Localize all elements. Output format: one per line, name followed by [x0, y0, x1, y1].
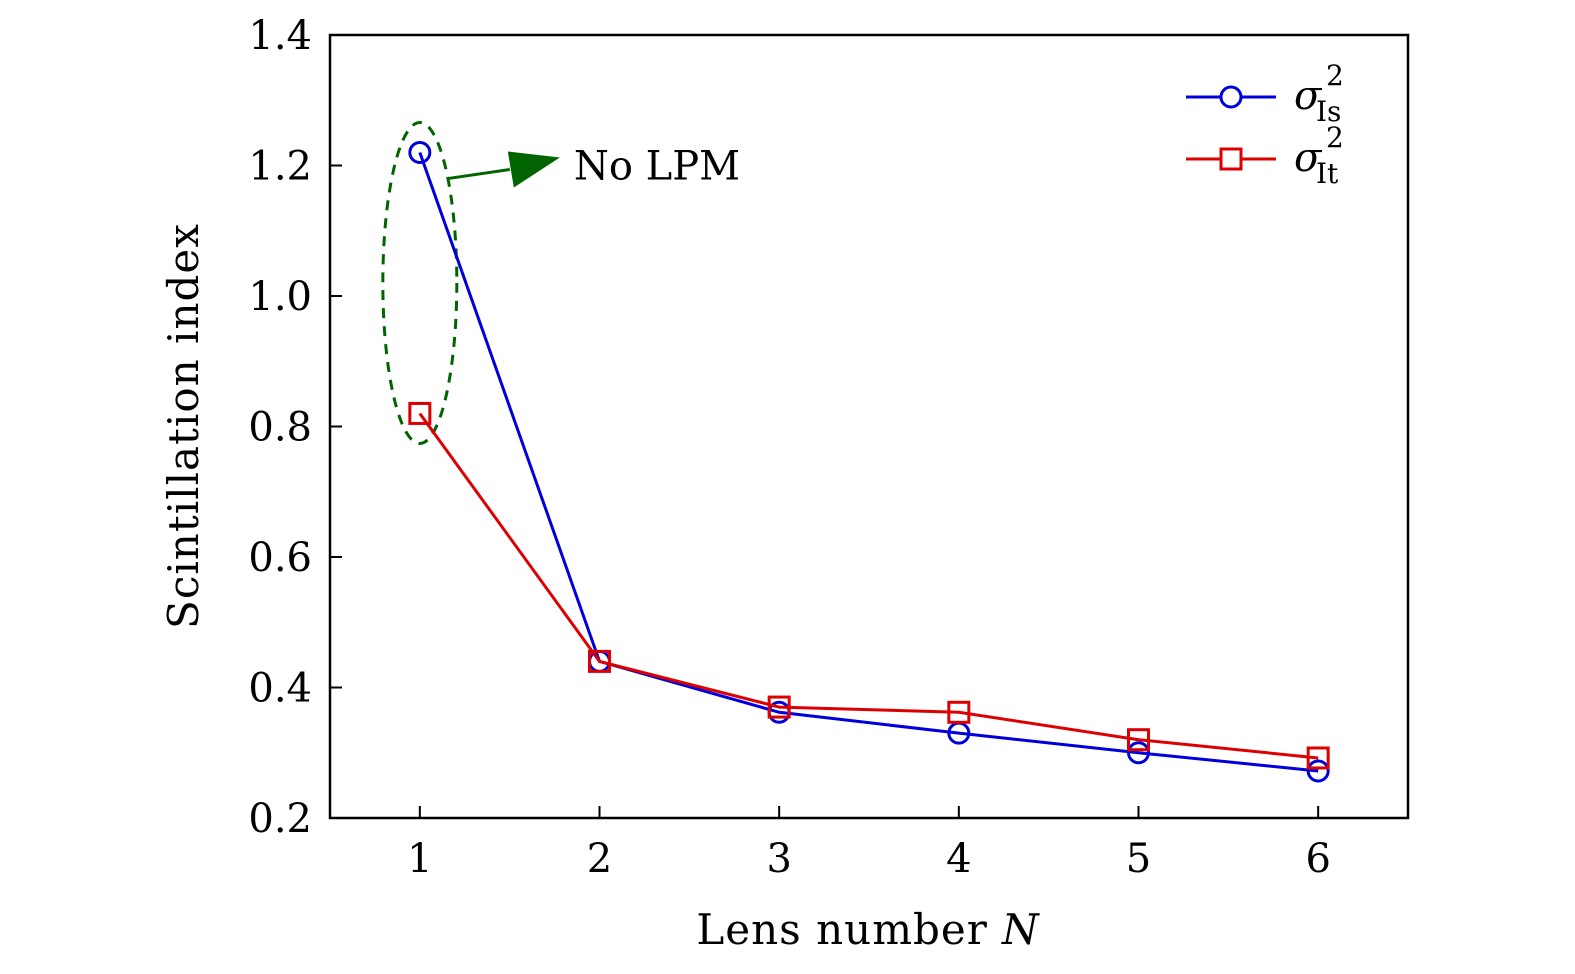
y-axis-title: Scintillation index — [159, 223, 208, 629]
y-tick-label: 0.2 — [248, 796, 312, 842]
series-line — [418, 412, 1319, 760]
annotation-label: No LPM — [574, 144, 740, 190]
data-point-square — [947, 700, 971, 724]
data-point-square — [588, 649, 611, 673]
legend-entry-1: σ 2 Is — [1186, 59, 1344, 128]
legend-subscript: It — [1316, 157, 1339, 190]
legend-superscript: 2 — [1326, 59, 1344, 92]
y-tick-label: 1.4 — [248, 13, 312, 59]
x-axis-title: Lens number N — [696, 905, 1039, 954]
x-axis-title-variable: N — [1001, 905, 1040, 954]
y-tick-label: 0.4 — [248, 666, 312, 712]
series-1 — [408, 140, 1330, 783]
legend-label: σ 2 Is — [1294, 59, 1344, 128]
data-point-square — [1306, 746, 1330, 770]
series-2 — [408, 401, 1330, 770]
legend-label: σ 2 It — [1294, 121, 1344, 190]
x-tick-label: 3 — [766, 836, 791, 882]
y-tick-label: 0.8 — [248, 405, 312, 451]
y-tick-label: 0.6 — [248, 535, 312, 581]
x-tick-label: 2 — [587, 836, 612, 882]
annotation-arrow-shaft — [447, 168, 511, 181]
x-tick-label: 6 — [1305, 836, 1330, 882]
plot-frame — [328, 33, 1410, 820]
y-tick-label: 1.0 — [248, 274, 312, 320]
no-lpm-annotation: No LPM — [381, 120, 740, 445]
legend-marker-circle — [1219, 85, 1243, 109]
annotation-ellipse — [381, 120, 459, 445]
data-point-square — [767, 695, 791, 719]
data-point-circle — [408, 140, 432, 164]
legend: σ 2 Isσ 2 It — [1186, 59, 1344, 190]
x-tick-label: 1 — [407, 836, 432, 882]
x-tick-label: 5 — [1126, 836, 1151, 882]
y-axis-ticks: 0.2 0.4 0.6 0.8 1.0 1.2 1.4 — [248, 13, 342, 842]
legend-entry-2: σ 2 It — [1186, 121, 1344, 190]
legend-superscript: 2 — [1326, 121, 1344, 154]
series-layer — [408, 140, 1330, 783]
y-tick-label: 1.2 — [248, 144, 312, 190]
x-tick-label: 4 — [946, 836, 971, 882]
data-point-square — [1127, 728, 1150, 752]
x-axis-title-text: Lens number — [696, 905, 987, 954]
data-point-circle — [1306, 759, 1330, 783]
legend-subscript: Is — [1316, 95, 1341, 128]
annotation-arrow-head — [507, 151, 560, 188]
legend-marker-square — [1219, 147, 1243, 171]
data-point-circle — [1127, 741, 1150, 765]
legend-symbol: σ — [1294, 73, 1323, 119]
data-point-square — [408, 401, 432, 425]
x-axis-ticks: 1 2 3 4 5 6 — [407, 806, 1331, 882]
legend-symbol: σ — [1294, 135, 1323, 181]
series-line — [418, 151, 1319, 773]
